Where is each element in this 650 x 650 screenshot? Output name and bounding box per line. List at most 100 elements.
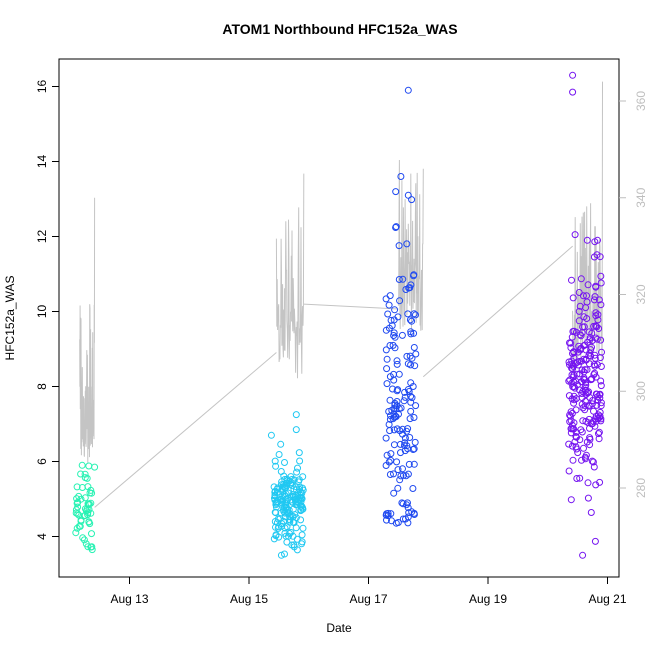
y2-tick-label: 340	[634, 187, 648, 207]
data-point	[84, 500, 92, 508]
y-tick-label: 6	[35, 458, 49, 465]
data-point	[578, 456, 585, 464]
data-point	[404, 191, 412, 199]
data-point	[386, 427, 394, 435]
y-tick-label: 4	[35, 533, 49, 540]
data-point	[74, 498, 82, 506]
data-point	[575, 317, 583, 325]
data-point	[390, 316, 398, 324]
data-point	[569, 350, 576, 357]
data-point	[596, 354, 604, 362]
x-axis-label: Date	[326, 621, 352, 635]
data-point	[412, 311, 419, 319]
data-point	[394, 484, 402, 492]
data-point	[406, 352, 414, 360]
data-point	[597, 336, 605, 344]
data-point	[395, 242, 403, 250]
data-point	[410, 344, 418, 351]
data-point	[271, 496, 279, 504]
data-point	[408, 354, 416, 362]
data-point	[574, 449, 582, 457]
data-point	[570, 354, 578, 362]
data-point	[577, 345, 584, 353]
data-point	[279, 492, 287, 500]
data-point	[73, 524, 81, 532]
data-point	[572, 406, 580, 414]
data-point	[591, 537, 599, 545]
data-point	[579, 404, 587, 412]
data-point	[387, 510, 395, 518]
data-point	[571, 231, 579, 239]
data-point	[408, 196, 416, 204]
data-point	[277, 468, 285, 475]
data-point	[383, 451, 391, 459]
data-point	[578, 357, 585, 365]
data-point	[597, 382, 605, 390]
data-point	[79, 534, 87, 542]
data-point	[585, 402, 593, 410]
data-point	[572, 328, 580, 336]
data-point	[283, 482, 291, 490]
data-point	[389, 385, 396, 393]
data-point	[587, 509, 595, 516]
data-point	[578, 394, 586, 402]
data-point	[290, 519, 298, 527]
data-point	[410, 271, 418, 279]
data-point	[275, 451, 283, 458]
data-point	[285, 532, 292, 540]
data-point	[407, 328, 415, 336]
data-point	[587, 346, 595, 354]
data-point	[83, 474, 91, 482]
data-point	[404, 360, 412, 368]
data-point	[595, 296, 603, 304]
data-point	[73, 495, 81, 503]
data-point	[568, 371, 576, 379]
data-point	[395, 276, 403, 283]
data-point	[583, 366, 591, 374]
data-point	[298, 531, 306, 539]
data-point	[292, 426, 300, 434]
line-segment-1	[275, 173, 305, 379]
data-point	[597, 377, 605, 385]
data-point	[593, 335, 601, 343]
line-connector-2	[422, 245, 573, 378]
data-point	[390, 332, 398, 339]
data-point	[271, 457, 279, 465]
data-point	[410, 445, 418, 453]
data-point	[588, 329, 596, 337]
data-point	[297, 506, 305, 514]
data-point	[569, 294, 577, 302]
data-point	[406, 434, 414, 441]
data-point	[77, 516, 85, 524]
data-point	[404, 445, 412, 453]
x-tick-label: Aug 21	[588, 592, 626, 606]
data-point	[271, 492, 279, 500]
data-point	[404, 425, 412, 433]
data-point	[397, 472, 405, 480]
data-point	[585, 360, 593, 368]
data-point	[568, 276, 575, 284]
data-point	[393, 360, 401, 368]
data-point	[570, 349, 578, 356]
data-point	[578, 366, 586, 374]
data-point	[81, 494, 89, 502]
data-point	[580, 355, 588, 363]
data-point	[292, 501, 300, 509]
data-point	[565, 440, 573, 448]
data-point	[294, 464, 301, 472]
line-segment-3	[572, 81, 603, 372]
data-point	[383, 380, 391, 388]
data-point	[73, 483, 81, 491]
data-point	[568, 361, 576, 368]
data-point	[80, 536, 88, 544]
data-point	[407, 407, 415, 415]
data-point	[568, 379, 576, 387]
data-point	[285, 506, 293, 514]
data-point	[579, 323, 587, 331]
data-point	[394, 466, 402, 474]
data-point	[595, 435, 603, 443]
data-point	[390, 489, 398, 497]
y-tick-label: 8	[35, 383, 49, 390]
data-point	[75, 522, 83, 530]
data-point	[396, 297, 404, 305]
